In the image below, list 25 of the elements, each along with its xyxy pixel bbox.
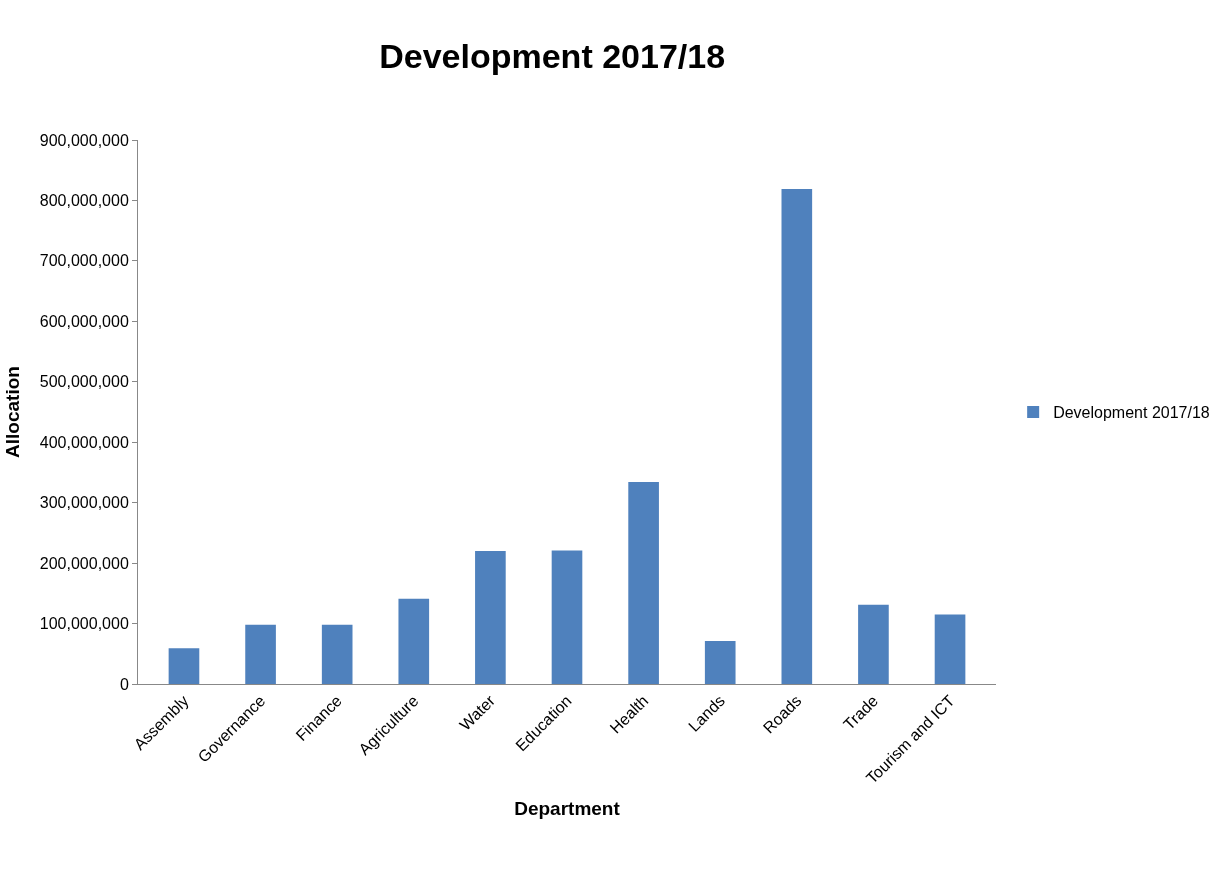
bar [934, 614, 966, 684]
bar [475, 551, 506, 684]
bar [781, 188, 813, 684]
y-tick-label: 800,000,000 [39, 192, 129, 210]
bar [858, 604, 889, 684]
y-axis-title: Allocation [1, 366, 23, 458]
chart-title: Development 2017/18 [379, 37, 726, 75]
y-tick-label: 300,000,000 [39, 494, 129, 512]
bar [398, 598, 430, 684]
y-tick-label: 100,000,000 [39, 615, 129, 633]
legend-label: Development 2017/18 [1053, 404, 1210, 422]
y-tick-label: 200,000,000 [39, 554, 129, 572]
x-axis-title: Department [514, 797, 621, 819]
y-tick-label: 700,000,000 [39, 252, 129, 270]
bar [551, 550, 583, 684]
bar [321, 624, 353, 684]
bar [245, 624, 276, 684]
y-tick-label: 500,000,000 [39, 373, 129, 391]
y-tick-label: 0 [119, 675, 129, 693]
y-tick-label: 400,000,000 [39, 433, 129, 451]
y-tick-label: 900,000,000 [39, 131, 129, 149]
bar [168, 648, 200, 684]
bar [704, 641, 736, 684]
y-tick-label: 600,000,000 [39, 312, 129, 330]
bar [628, 482, 659, 684]
